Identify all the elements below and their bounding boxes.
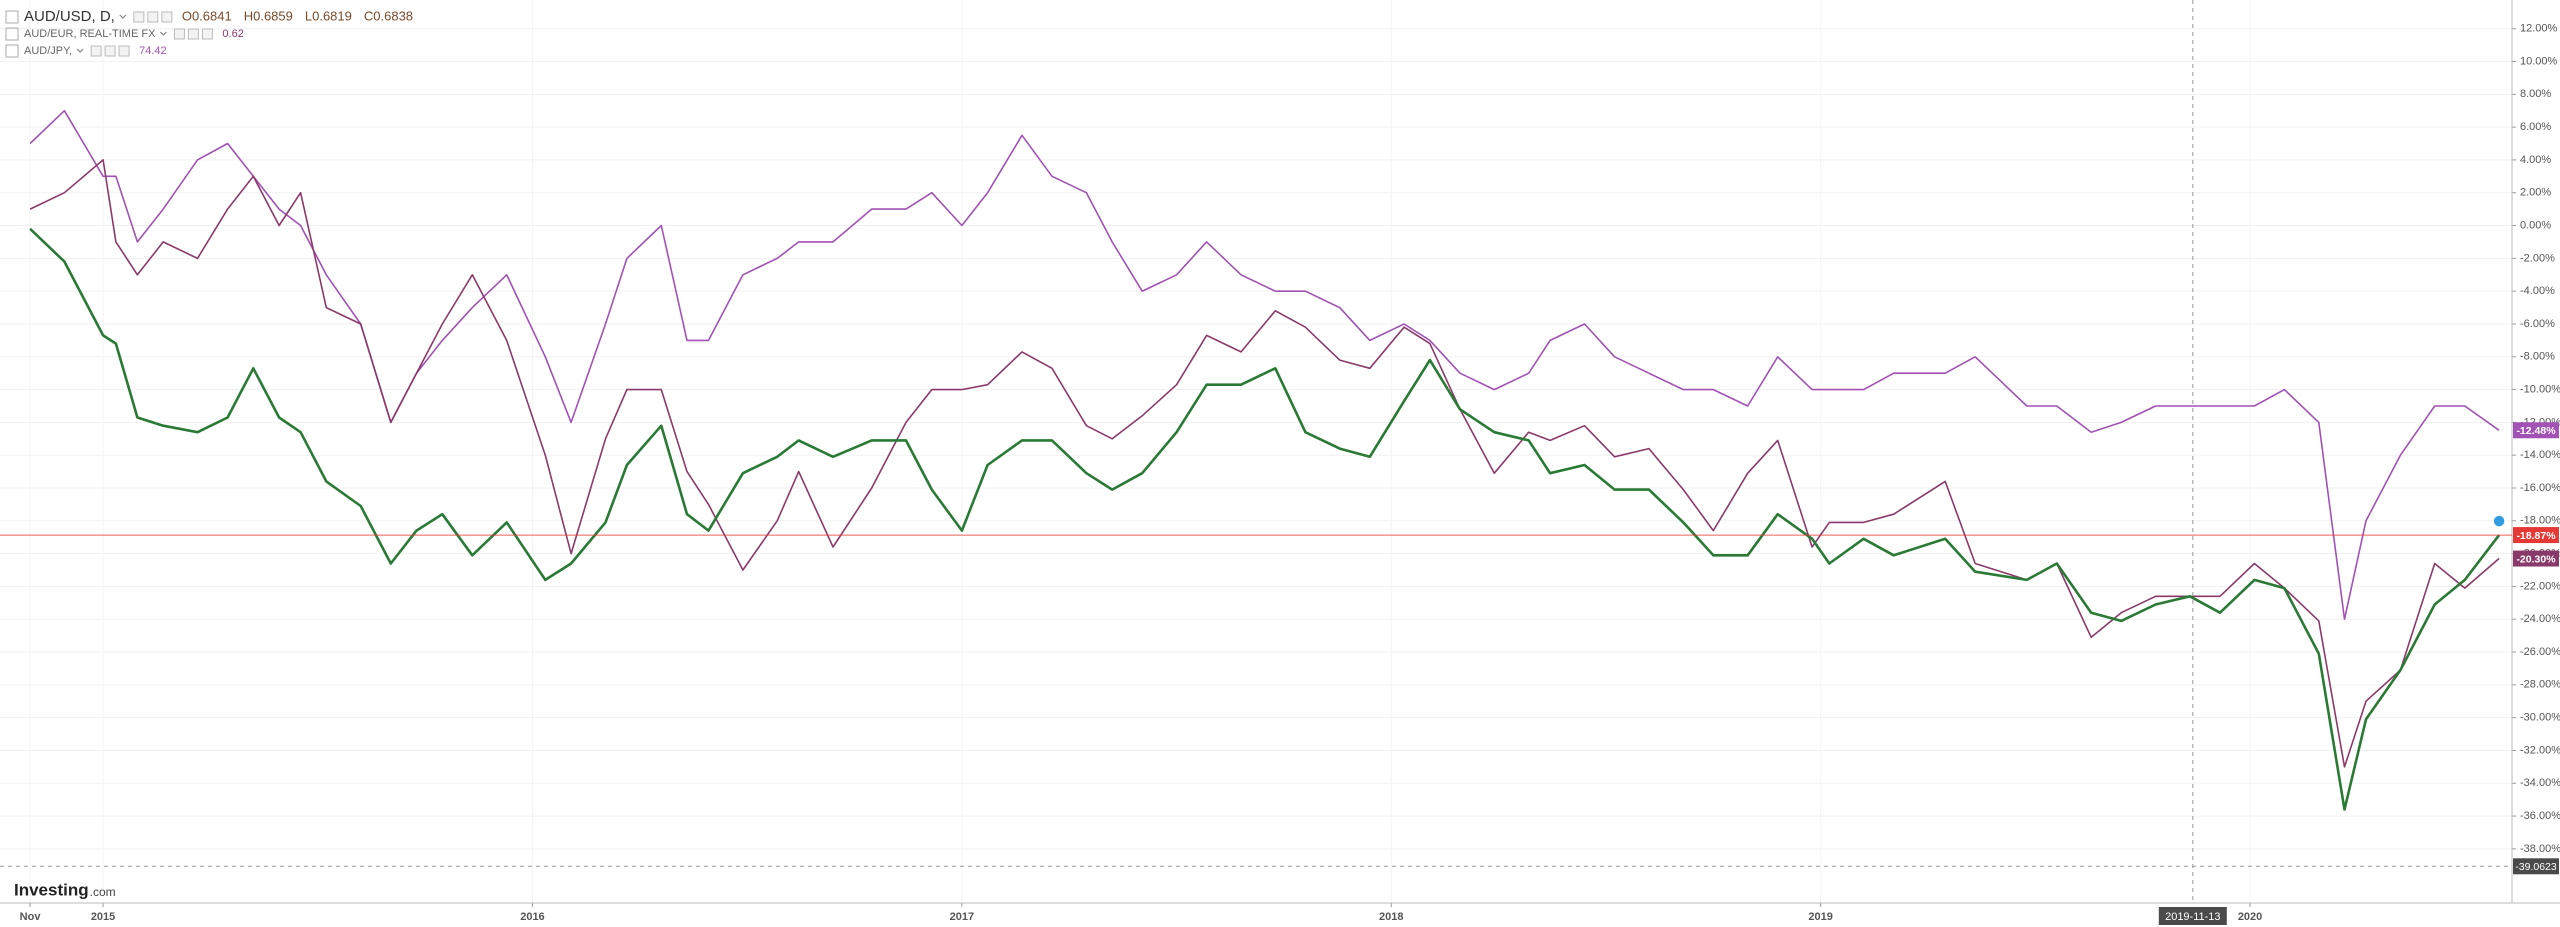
legend-button[interactable] bbox=[133, 11, 145, 23]
crosshair-y-label: -39.0623 bbox=[2515, 861, 2557, 873]
legend-value: L0.6819 bbox=[305, 8, 352, 23]
y-tick-label: -2.00% bbox=[2520, 252, 2555, 264]
legend-value: 0.62 bbox=[222, 28, 243, 40]
watermark: Investing bbox=[14, 880, 89, 899]
legend-icon bbox=[5, 44, 19, 58]
y-tick-label: -32.00% bbox=[2520, 744, 2560, 756]
y-tick-label: -4.00% bbox=[2520, 285, 2555, 297]
legend-value: O0.6841 bbox=[182, 8, 232, 23]
legend-button[interactable] bbox=[173, 28, 185, 40]
series-line bbox=[29, 227, 2501, 811]
legend-value: C0.6838 bbox=[364, 8, 413, 23]
legend-button[interactable] bbox=[147, 11, 159, 23]
legend-button[interactable] bbox=[161, 11, 173, 23]
y-tick-label: -38.00% bbox=[2520, 843, 2560, 855]
y-tick-label: -26.00% bbox=[2520, 646, 2560, 658]
y-tick-label: -34.00% bbox=[2520, 777, 2560, 789]
value-tag bbox=[2513, 550, 2559, 567]
x-tick-label: 2020 bbox=[2238, 911, 2262, 923]
last-point-marker bbox=[2492, 514, 2506, 528]
x-tick-label: 2015 bbox=[91, 911, 115, 923]
legend-value: 74.42 bbox=[139, 45, 167, 57]
legend-button[interactable] bbox=[90, 45, 102, 57]
x-tick-label: 2016 bbox=[520, 911, 544, 923]
legend-value: H0.6859 bbox=[244, 8, 293, 23]
y-tick-label: -30.00% bbox=[2520, 712, 2560, 724]
legend-button[interactable] bbox=[201, 28, 213, 40]
y-tick-label: 8.00% bbox=[2520, 88, 2551, 100]
y-tick-label: 12.00% bbox=[2520, 23, 2558, 35]
crosshair-x-box bbox=[2158, 907, 2227, 925]
y-tick-label: 0.00% bbox=[2520, 219, 2551, 231]
value-tag-label: -18.87% bbox=[2516, 530, 2556, 542]
legend-button[interactable] bbox=[187, 28, 199, 40]
legend-name: AUD/EUR, REAL-TIME FX bbox=[24, 28, 156, 40]
y-tick-label: 10.00% bbox=[2520, 55, 2558, 67]
legend-name: AUD/USD, D, bbox=[24, 8, 115, 25]
x-tick-label: 2017 bbox=[950, 911, 974, 923]
y-tick-label: -22.00% bbox=[2520, 580, 2560, 592]
y-tick-label: -24.00% bbox=[2520, 613, 2560, 625]
legend-icon bbox=[5, 27, 19, 41]
x-tick-label: Nov bbox=[20, 911, 42, 923]
legend-chevron bbox=[159, 31, 167, 36]
value-tag-label: -12.48% bbox=[2516, 425, 2556, 437]
y-tick-label: -36.00% bbox=[2520, 810, 2560, 822]
y-tick-label: -8.00% bbox=[2520, 351, 2555, 363]
value-tag bbox=[2513, 527, 2559, 544]
x-tick-label: 2019 bbox=[1808, 911, 1832, 923]
y-tick-label: -16.00% bbox=[2520, 482, 2560, 494]
legend-icon bbox=[5, 10, 19, 24]
legend-name: AUD/JPY, bbox=[24, 45, 72, 57]
value-tag-label: -20.30% bbox=[2516, 553, 2556, 565]
y-tick-label: -28.00% bbox=[2520, 679, 2560, 691]
legend-button[interactable] bbox=[118, 45, 130, 57]
watermark-suffix: .com bbox=[90, 885, 116, 899]
x-tick-label: 2018 bbox=[1379, 911, 1403, 923]
crosshair-y-box bbox=[2513, 858, 2559, 875]
y-tick-label: -6.00% bbox=[2520, 318, 2555, 330]
legend-button[interactable] bbox=[104, 45, 116, 57]
y-tick-label: 6.00% bbox=[2520, 121, 2551, 133]
value-tag bbox=[2513, 422, 2559, 439]
y-tick-label: 4.00% bbox=[2520, 154, 2551, 166]
y-tick-label: 2.00% bbox=[2520, 187, 2551, 199]
series-line bbox=[29, 159, 2500, 768]
legend-chevron bbox=[76, 48, 84, 53]
y-tick-label: -18.00% bbox=[2520, 515, 2560, 527]
y-tick-label: -10.00% bbox=[2520, 383, 2560, 395]
y-tick-label: -14.00% bbox=[2520, 449, 2560, 461]
crosshair-x-label: 2019-11-13 bbox=[2165, 911, 2220, 923]
legend-chevron bbox=[119, 14, 127, 19]
